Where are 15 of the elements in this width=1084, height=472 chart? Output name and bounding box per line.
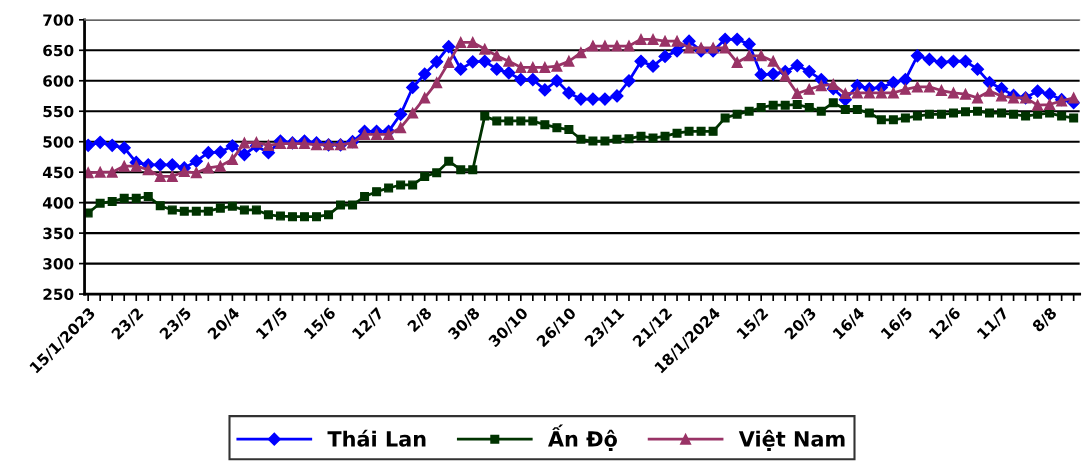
- y-tick-label: 350: [43, 227, 74, 240]
- legend-label: Việt Nam: [738, 429, 845, 451]
- x-tick-label: 8/8: [1031, 306, 1059, 334]
- y-tick-label: 250: [43, 288, 74, 301]
- y-tick-label: 300: [43, 258, 74, 270]
- x-tick-label: 2/8: [406, 306, 434, 334]
- y-tick-label: 650: [43, 44, 74, 57]
- y-tick-label: 700: [43, 14, 74, 26]
- y-tick-label: 500: [43, 136, 74, 148]
- legend-label: Thái Lan: [327, 429, 426, 447]
- legend-label: Ấn Độ: [548, 424, 617, 451]
- y-tick-label: 550: [43, 105, 74, 118]
- y-tick-label: 400: [42, 197, 74, 209]
- y-tick-label: 450: [42, 166, 74, 179]
- y-tick-label: 600: [43, 75, 74, 87]
